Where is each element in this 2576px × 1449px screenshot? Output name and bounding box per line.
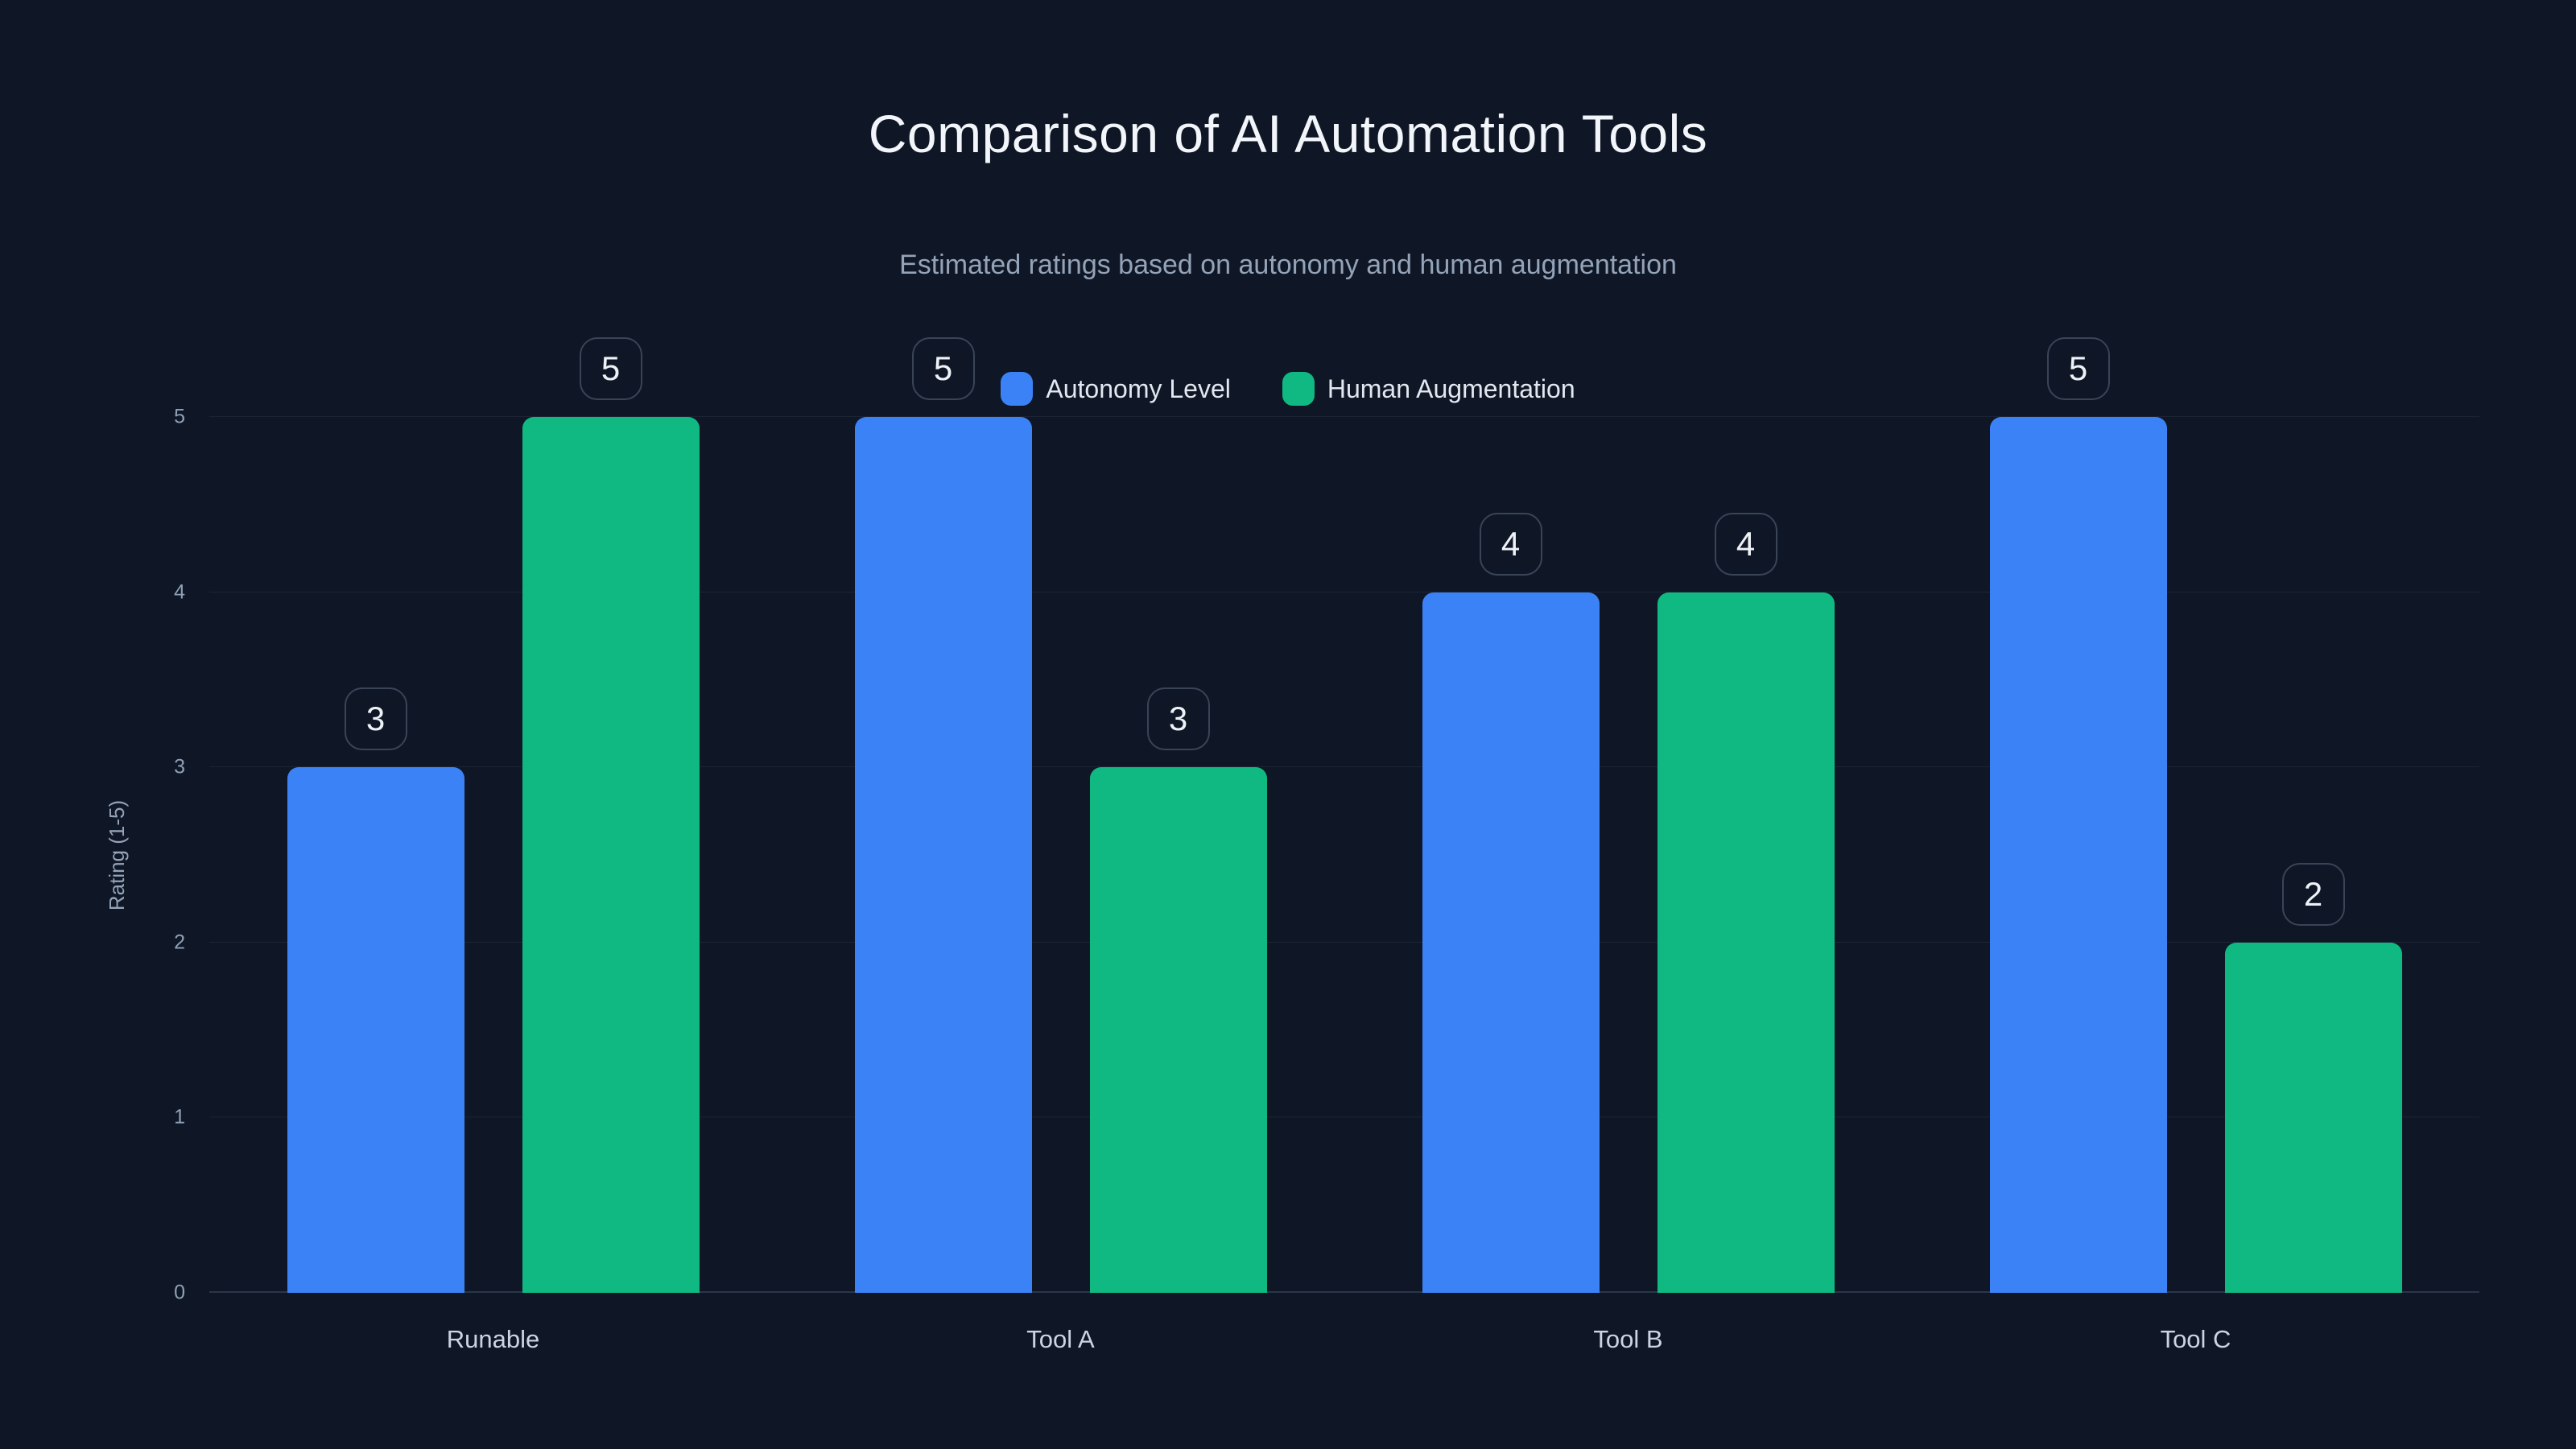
value-badge: 2: [2281, 862, 2345, 926]
category-label: Tool A: [1026, 1325, 1095, 1353]
bar-human-augmentation[interactable]: [522, 417, 700, 1293]
bar-human-augmentation[interactable]: [1089, 767, 1267, 1293]
legend-label: Autonomy Level: [1046, 374, 1231, 403]
value-badge: 3: [1146, 687, 1210, 751]
bar-autonomy-level[interactable]: [854, 417, 1032, 1293]
legend-swatch-icon: [1282, 372, 1315, 406]
bar-autonomy-level[interactable]: [1989, 417, 2167, 1293]
y-tick-label: 3: [174, 755, 185, 778]
category-label: Tool B: [1593, 1325, 1663, 1353]
chart-subtitle: Estimated ratings based on autonomy and …: [899, 250, 1677, 280]
gridline: [209, 766, 2479, 768]
value-badge: 5: [2046, 337, 2110, 400]
gridline: [209, 941, 2479, 943]
legend-item-human-augmentation[interactable]: Human Augmentation: [1282, 372, 1575, 406]
category-label: Runable: [446, 1325, 540, 1353]
value-badge: 3: [344, 687, 407, 751]
chart-title: Comparison of AI Automation Tools: [868, 104, 1708, 163]
bar-group-tool-c: 5 2 Tool C: [1912, 337, 2479, 1353]
value-badge: 4: [1479, 512, 1542, 576]
value-badge: 5: [579, 337, 642, 400]
plot-area: 3 5 Runable 5 3 Tool A 4 4 Tool B 5 2 Tool C: [209, 337, 2479, 1353]
y-tick-label: 0: [174, 1281, 185, 1304]
bar-group-runable: 3 5 Runable: [209, 337, 777, 1353]
bar-human-augmentation[interactable]: [1657, 592, 1835, 1293]
bar-human-augmentation[interactable]: [2224, 942, 2402, 1293]
bar-autonomy-level[interactable]: [287, 767, 464, 1293]
legend-label: Human Augmentation: [1327, 374, 1575, 403]
bar-group-tool-b: 4 4 Tool B: [1344, 417, 1912, 1353]
value-badge: 4: [1714, 512, 1777, 576]
legend: Autonomy Level Human Augmentation: [0, 372, 2576, 406]
value-badge: 5: [911, 337, 975, 400]
gridline: [209, 1291, 2479, 1293]
y-tick-label: 1: [174, 1105, 185, 1129]
legend-swatch-icon: [1001, 372, 1034, 406]
y-tick-label: 5: [174, 405, 185, 428]
y-axis-ticks: 0 1 2 3 4 5: [121, 406, 185, 1304]
category-label: Tool C: [2160, 1325, 2231, 1353]
y-tick-label: 2: [174, 931, 185, 954]
bar-group-tool-a: 5 3 Tool A: [777, 337, 1344, 1353]
y-tick-label: 4: [174, 580, 185, 604]
legend-item-autonomy-level[interactable]: Autonomy Level: [1001, 372, 1231, 406]
gridline: [209, 416, 2479, 417]
bar-autonomy-level[interactable]: [1422, 592, 1600, 1293]
